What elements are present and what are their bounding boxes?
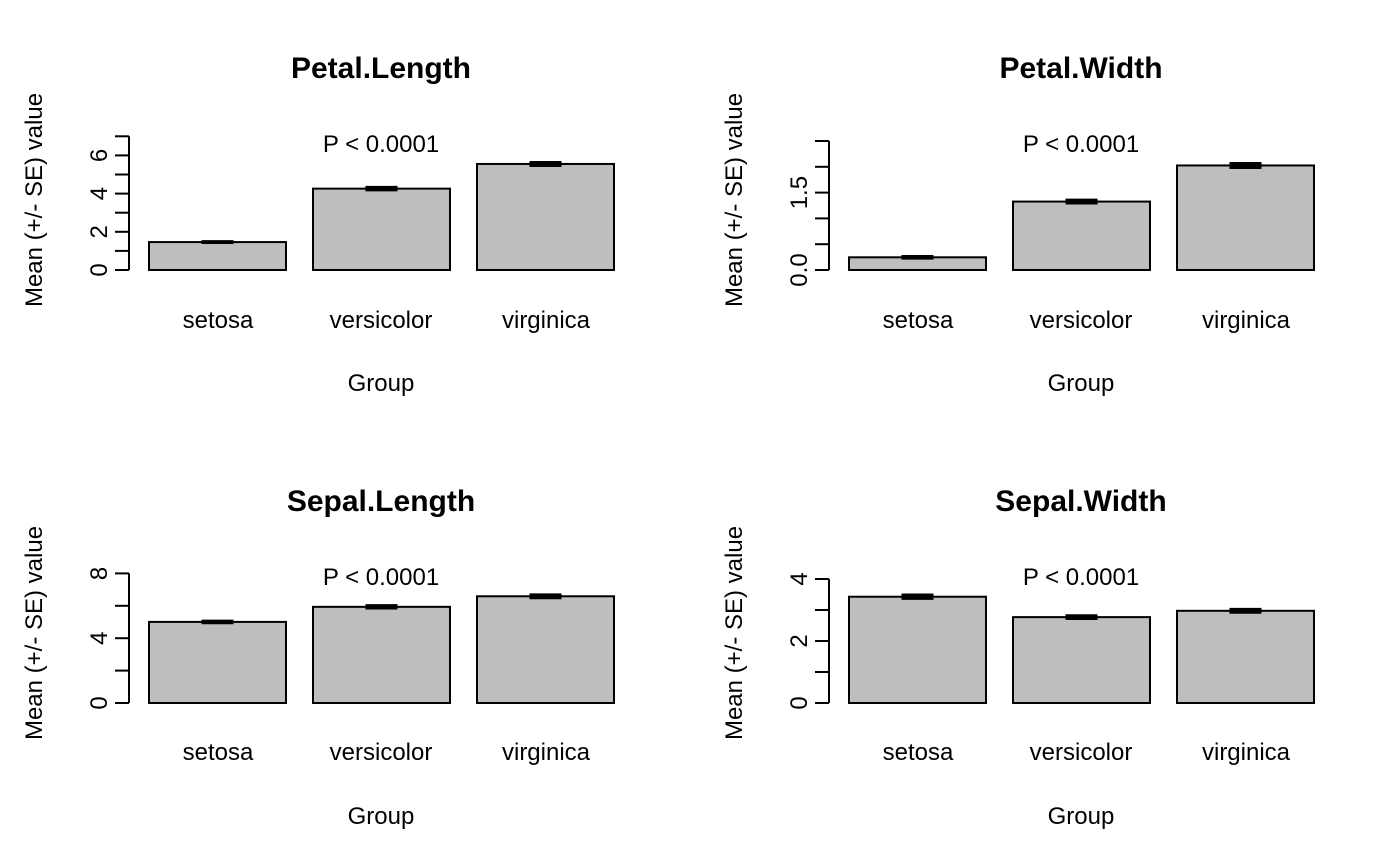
bar-setosa — [148, 241, 287, 272]
chart-title: Petal.Width — [999, 52, 1162, 85]
bar-versicolor — [312, 187, 451, 271]
y-tick-label: 0 — [786, 696, 813, 709]
y-tick-label: 0 — [86, 696, 113, 709]
category-label: versicolor — [330, 307, 433, 334]
y-tick-label: 0 — [86, 263, 113, 276]
x-axis-label: Group — [1048, 803, 1115, 830]
y-tick-label: 2 — [786, 634, 813, 647]
chart-panel-petal-length: Petal.Length P < 0.0001 Mean (+/- SE) va… — [21, 52, 591, 397]
category-label: versicolor — [1030, 739, 1133, 766]
bar-virginica — [1176, 164, 1315, 272]
y-tick-label: 2 — [86, 225, 113, 238]
category-label: virginica — [502, 307, 591, 334]
y-tick-label: 4 — [86, 632, 113, 645]
category-label: virginica — [1202, 739, 1291, 766]
category-label: versicolor — [1030, 307, 1133, 334]
y-tick-label: 8 — [86, 567, 113, 580]
chart-annotation: P < 0.0001 — [323, 131, 439, 158]
bar-versicolor — [312, 605, 451, 704]
y-axis-label: Mean (+/- SE) value — [721, 93, 748, 307]
x-axis-label: Group — [1048, 370, 1115, 397]
category-label: setosa — [883, 739, 954, 766]
category-label: setosa — [183, 739, 254, 766]
chart-annotation: P < 0.0001 — [323, 564, 439, 591]
chart-panel-sepal-length: Sepal.Length P < 0.0001 Mean (+/- SE) va… — [21, 485, 591, 830]
y-axis-label: Mean (+/- SE) value — [21, 526, 48, 740]
bar-setosa — [148, 620, 287, 704]
y-axis-label: Mean (+/- SE) value — [721, 526, 748, 740]
chart-annotation: P < 0.0001 — [1023, 131, 1139, 158]
bar-versicolor — [1012, 200, 1151, 271]
bar-virginica — [476, 595, 615, 705]
category-label: versicolor — [330, 739, 433, 766]
category-label: virginica — [502, 739, 591, 766]
chart-title: Sepal.Length — [287, 485, 475, 518]
bar-virginica — [1176, 609, 1315, 705]
chart-panel-sepal-width: Sepal.Width P < 0.0001 Mean (+/- SE) val… — [721, 485, 1291, 830]
y-axis-label: Mean (+/- SE) value — [21, 93, 48, 307]
chart-panel-petal-width: Petal.Width P < 0.0001 Mean (+/- SE) val… — [721, 52, 1291, 397]
bar-virginica — [476, 162, 615, 271]
chart-title: Sepal.Width — [995, 485, 1166, 518]
y-tick-label: 1.5 — [786, 176, 813, 209]
bar-setosa — [848, 595, 987, 704]
x-axis-label: Group — [348, 803, 415, 830]
y-tick-label: 4 — [786, 572, 813, 585]
category-label: setosa — [883, 307, 954, 334]
y-tick-label: 6 — [86, 149, 113, 162]
bar-versicolor — [1012, 616, 1151, 705]
chart-title: Petal.Length — [291, 52, 471, 85]
x-axis-label: Group — [348, 370, 415, 397]
chart-annotation: P < 0.0001 — [1023, 564, 1139, 591]
y-tick-label: 0.0 — [786, 253, 813, 286]
category-label: virginica — [1202, 307, 1291, 334]
y-tick-label: 4 — [86, 187, 113, 200]
category-label: setosa — [183, 307, 254, 334]
